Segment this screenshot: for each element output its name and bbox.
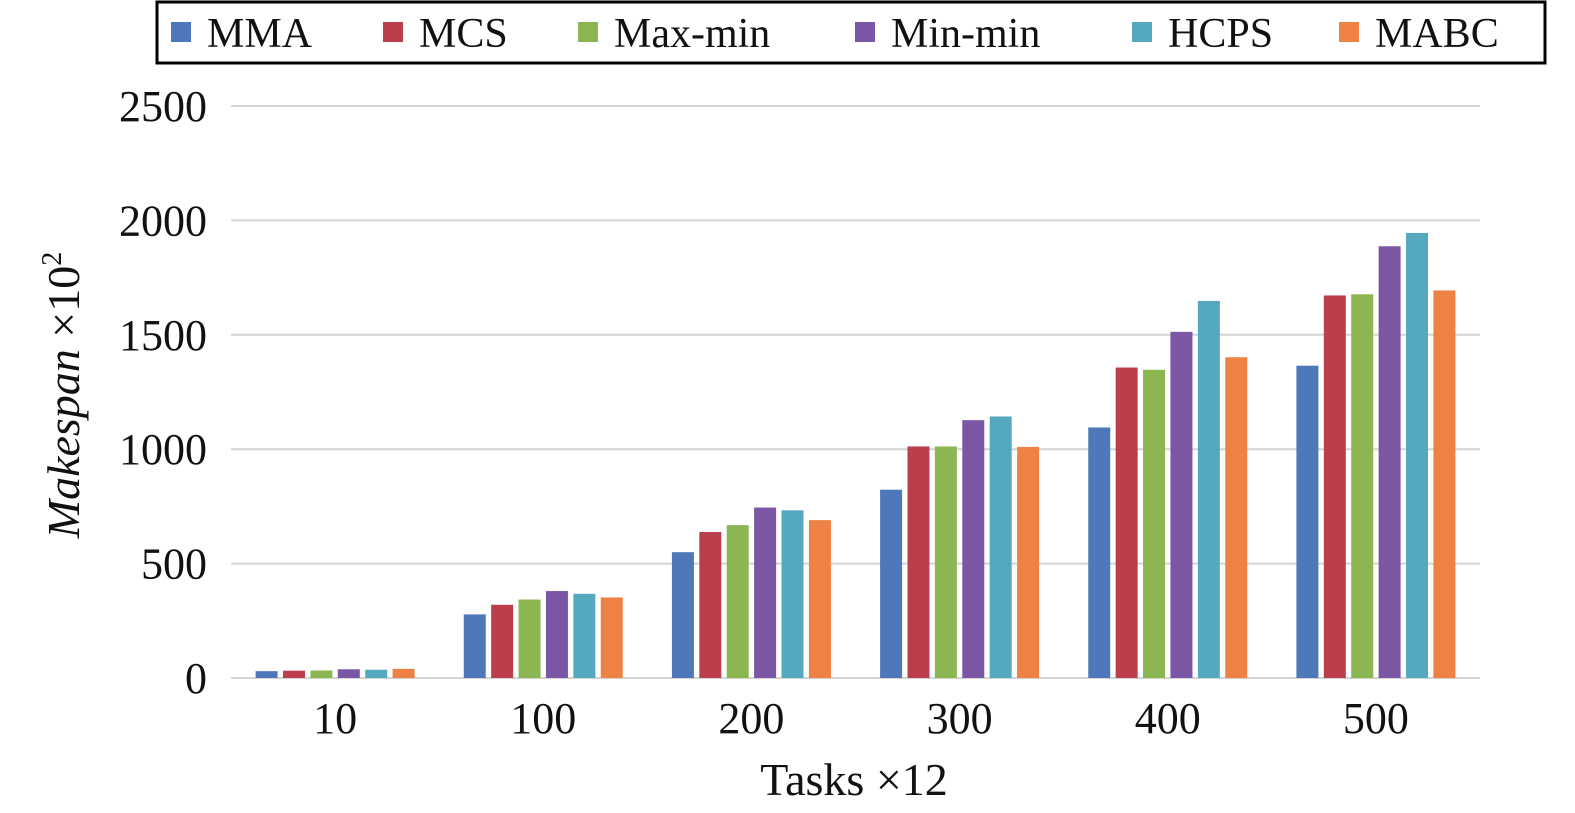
y-axis-title: Makespan ×102 xyxy=(37,252,89,540)
x-tick-label: 100 xyxy=(510,694,576,743)
bar-mcs-10 xyxy=(282,670,305,678)
bar-mcs-400 xyxy=(1115,367,1138,678)
y-tick-label: 1500 xyxy=(119,311,207,360)
svg-text:Makespan ×102: Makespan ×102 xyxy=(37,252,89,540)
y-axis-ticks: 0 500 1000 1500 2000 2500 xyxy=(119,82,207,703)
bar-max-min-300 xyxy=(934,446,957,678)
x-tick-label: 200 xyxy=(718,694,784,743)
y-tick-label: 2500 xyxy=(119,82,207,131)
y-tick-label: 2000 xyxy=(119,196,207,245)
legend-label-min-min: Min-min xyxy=(891,11,1040,57)
bar-hcps-300 xyxy=(989,416,1012,678)
bar-mma-200 xyxy=(671,552,694,678)
bar-mabc-10 xyxy=(392,668,415,678)
x-axis-ticks: 10 100 200 300 400 500 xyxy=(313,694,1409,743)
bar-mabc-200 xyxy=(808,520,831,678)
bar-mcs-100 xyxy=(491,604,514,678)
bar-mcs-300 xyxy=(907,446,930,678)
bar-min-min-10 xyxy=(337,669,360,678)
legend: MMA MCS Max-min Min-min HCPS MABC xyxy=(155,0,1547,65)
legend-swatch-max-min xyxy=(578,22,598,42)
bar-mma-300 xyxy=(880,489,903,678)
x-tick-label: 300 xyxy=(927,694,993,743)
bar-mabc-100 xyxy=(600,597,623,678)
y-tick-label: 0 xyxy=(185,654,207,703)
legend-label-hcps: HCPS xyxy=(1168,11,1273,57)
bar-hcps-10 xyxy=(365,669,388,678)
legend-label-mcs: MCS xyxy=(419,11,508,57)
bar-min-min-200 xyxy=(754,507,777,678)
bar-max-min-200 xyxy=(726,525,749,678)
bar-mabc-400 xyxy=(1225,357,1248,678)
y-axis-title-italic: Makespan xyxy=(38,349,89,539)
legend-swatch-hcps xyxy=(1132,22,1152,42)
legend-label-mabc: MABC xyxy=(1375,11,1499,57)
gridlines xyxy=(231,105,1480,679)
x-axis-title: Tasks ×12 xyxy=(760,754,948,805)
bar-max-min-100 xyxy=(518,599,541,678)
legend-swatch-min-min xyxy=(855,22,875,42)
bar-hcps-400 xyxy=(1197,300,1220,678)
bar-mma-500 xyxy=(1296,365,1319,678)
y-axis-title-unit: ×10 xyxy=(38,266,89,349)
bar-mma-100 xyxy=(463,614,486,678)
x-tick-label: 400 xyxy=(1135,694,1201,743)
x-tick-label: 500 xyxy=(1343,694,1409,743)
bar-min-min-300 xyxy=(962,420,985,678)
bar-hcps-500 xyxy=(1406,232,1429,678)
bar-mcs-200 xyxy=(699,532,722,678)
bar-mma-400 xyxy=(1088,427,1111,678)
y-tick-label: 500 xyxy=(141,540,207,589)
bar-max-min-500 xyxy=(1351,294,1374,678)
bar-mcs-500 xyxy=(1323,295,1346,678)
legend-swatch-mcs xyxy=(383,22,403,42)
bar-mabc-500 xyxy=(1433,290,1456,678)
legend-label-max-min: Max-min xyxy=(614,11,770,57)
bar-min-min-400 xyxy=(1170,331,1193,678)
bar-max-min-400 xyxy=(1143,369,1166,678)
bar-min-min-500 xyxy=(1378,246,1401,678)
y-axis-title-superscript: 2 xyxy=(37,252,68,266)
legend-label-mma: MMA xyxy=(207,11,313,57)
bar-hcps-200 xyxy=(781,510,804,678)
legend-swatch-mabc xyxy=(1339,22,1359,42)
legend-box xyxy=(155,0,1547,65)
legend-swatch-mma xyxy=(171,22,191,42)
bar-max-min-10 xyxy=(310,670,333,678)
bars xyxy=(255,232,1456,678)
y-tick-label: 1000 xyxy=(119,425,207,474)
bar-mabc-300 xyxy=(1017,446,1040,678)
x-tick-label: 10 xyxy=(313,694,357,743)
bar-min-min-100 xyxy=(545,591,568,678)
bar-hcps-100 xyxy=(573,593,596,678)
bar-mma-10 xyxy=(255,671,278,678)
